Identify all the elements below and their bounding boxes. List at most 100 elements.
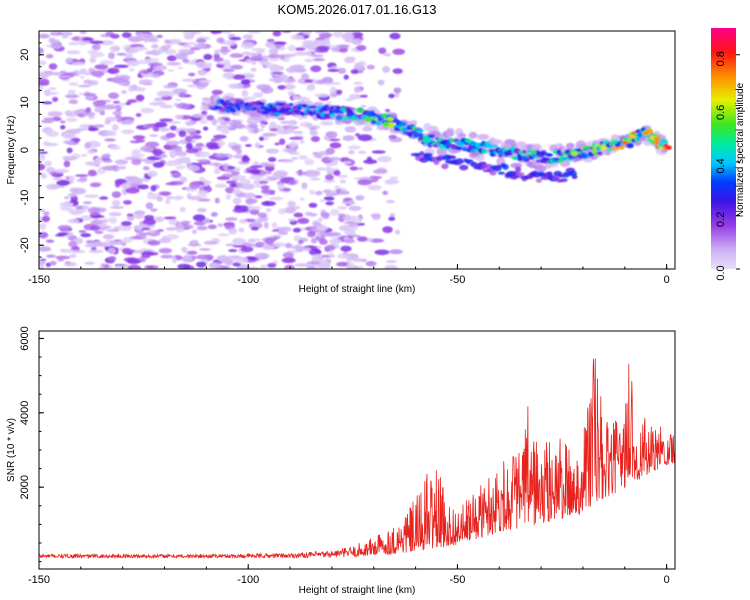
spectrogram-noise-cell xyxy=(326,244,336,251)
spectrogram-noise-cell xyxy=(272,31,282,37)
spectrogram-noise-cell xyxy=(163,216,177,220)
spectrogram-noise-cell xyxy=(251,48,266,51)
spectrogram-noise-cell xyxy=(216,37,225,44)
spectrogram-noise-cell xyxy=(164,198,171,205)
spectrogram-noise-cell xyxy=(332,31,345,38)
spectrogram-noise-cell xyxy=(238,219,248,224)
spectrogram-noise-cell xyxy=(234,208,244,213)
spectrogram-noise-cell xyxy=(114,159,129,165)
spectrogram-noise-cell xyxy=(188,72,196,77)
spectrogram-noise-cell xyxy=(152,64,167,71)
spectrogram-noise-cell xyxy=(110,33,120,39)
spectrogram-noise-cell xyxy=(45,53,54,59)
spectrogram-noise-cell xyxy=(64,110,73,116)
spectrogram-noise-cell xyxy=(347,226,358,231)
spectrogram-noise-cell xyxy=(124,118,135,125)
spectrogram-noise-cell xyxy=(260,123,266,129)
spectrogram-noise-cell xyxy=(89,56,96,60)
spectrogram-noise-cell xyxy=(255,184,261,188)
spectrogram-x-tick-label: 0 xyxy=(664,274,670,286)
spectrogram-noise-cell xyxy=(111,76,123,84)
spectrogram-noise-cell xyxy=(39,151,49,155)
spectrogram-noise-cell xyxy=(143,125,155,129)
spectrogram-noise-cell xyxy=(114,115,123,119)
snr-y-ticks: 2000 4000 6000 xyxy=(19,326,44,563)
spectrogram-noise-cell xyxy=(39,265,45,269)
spectrogram-noise-cell xyxy=(245,198,258,205)
spectrogram-noise-cell xyxy=(357,167,364,171)
spectrogram-noise-cell xyxy=(39,223,47,230)
spectrogram-noise-cell xyxy=(325,261,331,268)
spectrogram-noise-cell xyxy=(151,43,159,49)
spectrogram-noise-cell xyxy=(116,108,122,112)
spectrogram-noise-cell xyxy=(84,194,99,199)
spectrogram-noise-cell xyxy=(108,92,120,99)
spectrogram-noise-cell xyxy=(271,229,280,232)
spectrogram-noise-cell xyxy=(197,190,209,196)
spectrogram-ridge-cell xyxy=(370,120,378,125)
spectrogram-ridge-cell xyxy=(443,139,449,143)
spectrogram-noise-cell xyxy=(312,253,323,260)
spectrogram-noise-cell xyxy=(263,221,269,229)
spectrogram-ridge-cell xyxy=(525,158,530,162)
spectrogram-noise-cell xyxy=(269,128,278,132)
spectrogram-noise-cell xyxy=(385,108,391,113)
spectrogram-noise-cell xyxy=(54,233,66,237)
spectrogram-noise-cell xyxy=(165,227,178,231)
spectrogram-noise-cell xyxy=(287,44,296,52)
spectrogram-noise-cell xyxy=(158,191,172,196)
snr-x-tick-label: -100 xyxy=(237,574,259,586)
spectrogram-noise-cell xyxy=(67,218,80,224)
spectrogram-noise-cell xyxy=(228,249,238,253)
spectrogram-noise-cell xyxy=(196,42,206,49)
spectrogram-noise-cell xyxy=(71,110,86,114)
spectrogram-noise-cell xyxy=(342,135,355,141)
spectrogram-noise-cell xyxy=(65,117,78,123)
spectrogram-ridge-cell xyxy=(427,134,435,138)
spectrogram-noise-cell xyxy=(266,38,275,43)
spectrogram-noise-cell xyxy=(44,142,59,147)
spectrogram-noise-cell xyxy=(350,69,359,75)
spectrogram-noise-cell xyxy=(101,154,111,159)
spectrogram-noise-cell xyxy=(195,142,205,147)
spectrogram-noise-cell xyxy=(357,236,368,242)
spectrogram-noise-cell xyxy=(117,224,132,232)
spectrogram-y-tick-label: 10 xyxy=(19,96,31,108)
spectrogram-noise-cell xyxy=(225,180,237,184)
spectrogram-noise-cell xyxy=(161,47,170,51)
spectrogram-noise-cell xyxy=(143,218,157,226)
spectrogram-noise-cell xyxy=(395,230,401,235)
spectrogram-noise-cell xyxy=(114,180,121,188)
spectrogram-noise-cell xyxy=(166,55,177,62)
spectrogram-ridge-cell xyxy=(545,153,554,157)
spectrogram-noise-cell xyxy=(118,82,128,86)
spectrogram-noise-cell xyxy=(203,53,213,61)
spectrogram-noise-cell xyxy=(301,31,312,36)
spectrogram-noise-cell xyxy=(46,254,56,258)
spectrogram-noise-cell xyxy=(163,84,176,89)
spectrogram-noise-cell xyxy=(63,140,75,144)
spectrogram-noise-cell xyxy=(39,246,52,252)
spectrogram-noise-cell xyxy=(388,93,395,99)
spectrogram-noise-cell xyxy=(184,135,192,143)
spectrogram-ridge-cell xyxy=(230,109,237,113)
spectrogram-noise-cell xyxy=(294,51,309,56)
spectrogram-noise-cell xyxy=(43,117,55,121)
spectrogram-noise-cell xyxy=(40,258,47,262)
spectrogram-x-tick-label: -100 xyxy=(237,274,259,286)
spectrogram-noise-cell xyxy=(211,118,218,126)
spectrogram-noise-cell xyxy=(354,62,363,69)
spectrogram-noise-cell xyxy=(108,211,122,217)
spectrogram-noise-cell xyxy=(234,256,249,264)
spectrogram-noise-cell xyxy=(240,183,256,190)
spectrogram-noise-cell xyxy=(357,222,366,226)
spectrogram-noise-cell xyxy=(324,174,334,181)
spectrogram-noise-cell xyxy=(202,179,209,187)
spectrogram-noise-cell xyxy=(254,252,270,260)
spectrogram-noise-cell xyxy=(249,165,263,169)
spectrogram-noise-cell xyxy=(171,171,182,179)
spectrogram-noise-cell xyxy=(205,141,219,149)
spectrogram-noise-cell xyxy=(198,79,212,83)
spectrogram-noise-cell xyxy=(174,98,182,102)
